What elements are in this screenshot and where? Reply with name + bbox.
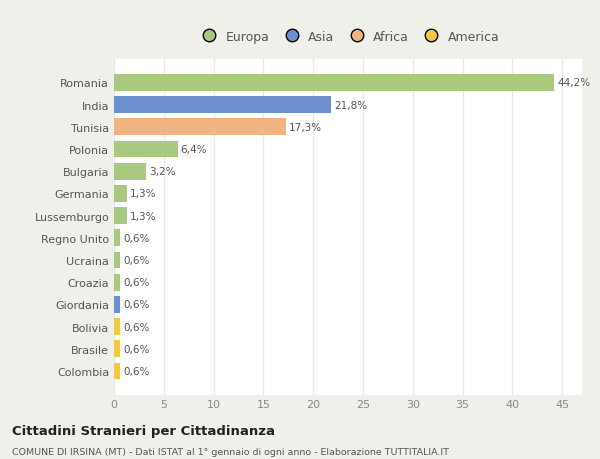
Text: 1,3%: 1,3% (130, 189, 157, 199)
Text: 21,8%: 21,8% (334, 101, 367, 110)
Text: 1,3%: 1,3% (130, 211, 157, 221)
Text: COMUNE DI IRSINA (MT) - Dati ISTAT al 1° gennaio di ogni anno - Elaborazione TUT: COMUNE DI IRSINA (MT) - Dati ISTAT al 1°… (12, 448, 449, 456)
Bar (114, 163, 146, 180)
Bar (114, 363, 120, 380)
Bar (114, 252, 120, 269)
Text: 0,6%: 0,6% (123, 278, 149, 288)
Bar (114, 319, 120, 335)
Text: 0,6%: 0,6% (123, 300, 149, 310)
Text: 3,2%: 3,2% (149, 167, 175, 177)
Text: 17,3%: 17,3% (289, 123, 322, 133)
Text: 0,6%: 0,6% (123, 344, 149, 354)
Bar (114, 208, 127, 224)
Bar (114, 119, 286, 136)
Bar (114, 341, 120, 358)
Text: 6,4%: 6,4% (181, 145, 207, 155)
Text: 0,6%: 0,6% (123, 366, 149, 376)
Text: 44,2%: 44,2% (557, 78, 590, 88)
Bar (114, 75, 554, 91)
Bar (114, 230, 120, 246)
Bar (114, 141, 178, 158)
Text: 0,6%: 0,6% (123, 322, 149, 332)
Bar (114, 186, 127, 202)
Bar (114, 97, 331, 114)
Bar (114, 297, 120, 313)
Text: Cittadini Stranieri per Cittadinanza: Cittadini Stranieri per Cittadinanza (12, 424, 275, 437)
Legend: Europa, Asia, Africa, America: Europa, Asia, Africa, America (191, 26, 505, 49)
Text: 0,6%: 0,6% (123, 233, 149, 243)
Bar (114, 274, 120, 291)
Text: 0,6%: 0,6% (123, 256, 149, 265)
